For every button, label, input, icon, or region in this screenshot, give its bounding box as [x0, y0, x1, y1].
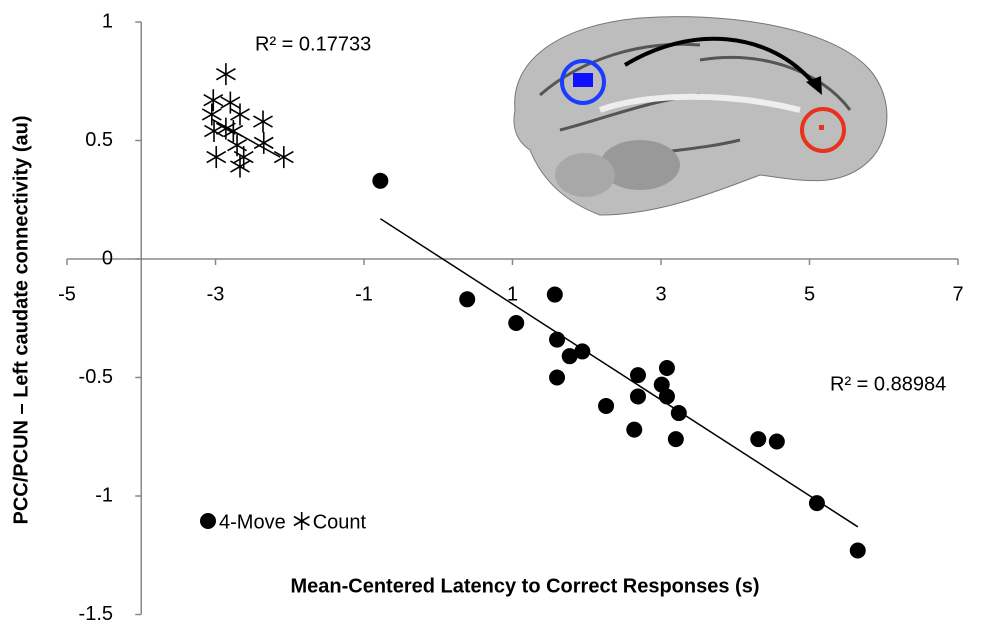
- trendline: [380, 219, 857, 527]
- point: [216, 63, 235, 85]
- point: [809, 495, 825, 511]
- point: [850, 543, 866, 559]
- point: [574, 343, 590, 359]
- x-tick-label: 3: [655, 283, 666, 305]
- r-squared-label: R² = 0.88984: [830, 373, 946, 395]
- x-tick-label: 7: [952, 283, 963, 305]
- point: [254, 132, 273, 154]
- point: [547, 287, 563, 303]
- legend-label: 4-Move: [219, 511, 286, 533]
- point: [221, 92, 240, 114]
- point: [459, 291, 475, 307]
- point: [274, 146, 293, 168]
- point: [671, 405, 687, 421]
- point: [750, 431, 766, 447]
- point: [204, 89, 223, 111]
- y-tick-label: -1: [95, 484, 113, 506]
- point: [549, 332, 565, 348]
- point: [626, 422, 642, 438]
- y-tick-label: 0.5: [85, 129, 113, 151]
- point: [372, 173, 388, 189]
- brain-image: [514, 17, 887, 215]
- legend-label: Count: [313, 511, 367, 533]
- point: [630, 367, 646, 383]
- chart: PCC/PCUN – Left caudate connectivity (au…: [0, 0, 991, 625]
- point: [769, 433, 785, 449]
- point: [549, 370, 565, 386]
- legend-marker: [200, 513, 216, 529]
- r-squared-label: R² = 0.17733: [255, 33, 371, 55]
- point: [253, 111, 272, 133]
- point: [508, 315, 524, 331]
- x-tick-label: -3: [207, 283, 225, 305]
- y-axis-title: PCC/PCUN – Left caudate connectivity (au…: [10, 116, 32, 525]
- point: [630, 388, 646, 404]
- legend-marker: [294, 512, 310, 530]
- y-tick-label: 0: [102, 247, 113, 269]
- x-axis-title: Mean-Centered Latency to Correct Respons…: [290, 575, 759, 597]
- x-tick-label: 5: [804, 283, 815, 305]
- point: [598, 398, 614, 414]
- point: [668, 431, 684, 447]
- x-tick-label: -5: [58, 283, 76, 305]
- point: [207, 146, 226, 168]
- y-tick-label: -0.5: [79, 366, 113, 388]
- y-tick-label: 1: [102, 10, 113, 32]
- y-tick-label: -1.5: [79, 603, 113, 625]
- x-tick-label: -1: [355, 283, 373, 305]
- point: [659, 360, 675, 376]
- point: [659, 388, 675, 404]
